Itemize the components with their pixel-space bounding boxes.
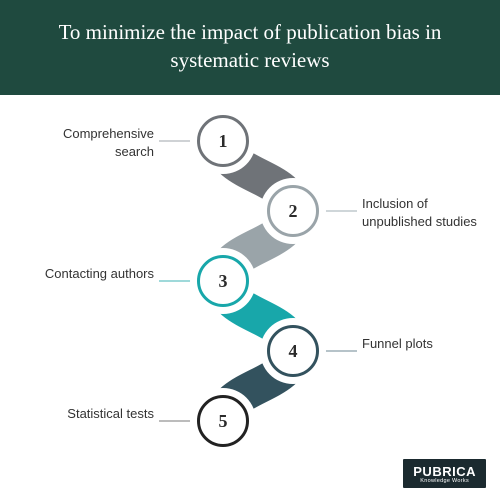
page-title: To minimize the impact of publication bi… — [0, 0, 500, 95]
step-circle-3: 3 — [197, 255, 249, 307]
step-label-4: Funnel plots — [362, 335, 492, 353]
step-number: 5 — [219, 411, 228, 432]
brand-name: PUBRICA — [413, 464, 476, 479]
brand-logo: PUBRICA Knowledge Works — [403, 459, 486, 488]
step-label-3: Contacting authors — [24, 265, 154, 283]
step-number: 3 — [219, 271, 228, 292]
step-number: 4 — [289, 341, 298, 362]
step-circle-5: 5 — [197, 395, 249, 447]
step-label-5: Statistical tests — [24, 405, 154, 423]
process-diagram: 1 Comprehensive search 2 Inclusion of unpub… — [0, 95, 500, 465]
step-circle-1: 1 — [197, 115, 249, 167]
brand-tagline: Knowledge Works — [413, 478, 476, 484]
step-label-2: Inclusion of unpublished studies — [362, 195, 492, 230]
step-number: 2 — [289, 201, 298, 222]
step-circle-4: 4 — [267, 325, 319, 377]
step-number: 1 — [219, 131, 228, 152]
page-root: To minimize the impact of publication bi… — [0, 0, 500, 500]
step-label-1: Comprehensive search — [24, 125, 154, 160]
title-text: To minimize the impact of publication bi… — [59, 20, 442, 72]
step-circle-2: 2 — [267, 185, 319, 237]
